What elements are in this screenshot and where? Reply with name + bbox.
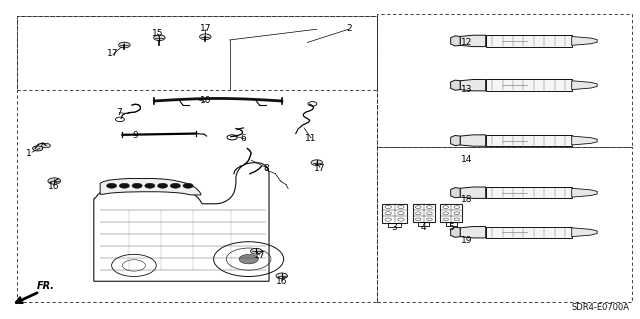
Text: 15: 15 xyxy=(152,28,163,38)
Bar xyxy=(378,147,632,302)
Polygon shape xyxy=(460,187,486,198)
Text: 7: 7 xyxy=(116,108,122,116)
Circle shape xyxy=(145,183,155,188)
Bar xyxy=(17,16,378,302)
Text: 6: 6 xyxy=(241,134,246,144)
Polygon shape xyxy=(460,79,486,91)
Circle shape xyxy=(132,183,142,188)
Text: 17: 17 xyxy=(253,251,265,260)
Circle shape xyxy=(119,183,129,188)
Bar xyxy=(382,204,407,223)
Circle shape xyxy=(157,183,168,188)
Polygon shape xyxy=(460,35,486,47)
Text: 12: 12 xyxy=(461,38,472,47)
Bar xyxy=(486,226,572,238)
Polygon shape xyxy=(460,226,486,238)
Circle shape xyxy=(154,35,165,41)
Text: 16: 16 xyxy=(276,277,287,286)
Text: SDR4-E0700A: SDR4-E0700A xyxy=(571,303,629,312)
Circle shape xyxy=(250,249,262,254)
Text: 13: 13 xyxy=(461,85,472,94)
Circle shape xyxy=(276,273,287,279)
Polygon shape xyxy=(451,80,460,90)
Text: 18: 18 xyxy=(461,195,472,204)
Text: 19: 19 xyxy=(461,236,472,245)
Text: 17: 17 xyxy=(107,49,118,58)
Circle shape xyxy=(200,34,211,40)
Bar xyxy=(378,14,632,147)
Text: 2: 2 xyxy=(346,24,351,33)
Polygon shape xyxy=(451,36,460,46)
Polygon shape xyxy=(451,227,460,237)
Bar xyxy=(486,79,572,91)
Circle shape xyxy=(33,146,43,151)
Polygon shape xyxy=(572,228,597,237)
Text: 10: 10 xyxy=(200,97,211,106)
Bar xyxy=(486,35,572,47)
Polygon shape xyxy=(572,136,597,145)
Polygon shape xyxy=(451,188,460,198)
Bar xyxy=(486,135,572,146)
Circle shape xyxy=(106,183,116,188)
Text: 5: 5 xyxy=(449,223,454,232)
Circle shape xyxy=(183,183,193,188)
Text: 17: 17 xyxy=(200,24,211,33)
Polygon shape xyxy=(572,36,597,45)
Bar xyxy=(17,16,378,90)
Text: 4: 4 xyxy=(421,223,427,232)
Circle shape xyxy=(239,254,258,264)
Circle shape xyxy=(42,143,51,148)
Polygon shape xyxy=(451,136,460,145)
Bar xyxy=(486,187,572,198)
Bar xyxy=(388,223,401,226)
Circle shape xyxy=(48,178,61,184)
Text: 14: 14 xyxy=(461,155,472,164)
Circle shape xyxy=(311,160,323,166)
Text: 9: 9 xyxy=(132,131,138,140)
Polygon shape xyxy=(572,81,597,90)
Polygon shape xyxy=(100,178,201,195)
Bar xyxy=(440,204,463,222)
Text: FR.: FR. xyxy=(36,281,54,291)
Bar xyxy=(419,222,429,226)
Text: 3: 3 xyxy=(392,223,397,232)
Bar xyxy=(445,222,457,226)
Text: 16: 16 xyxy=(48,182,60,191)
Circle shape xyxy=(118,42,130,48)
Circle shape xyxy=(170,183,180,188)
Text: 8: 8 xyxy=(263,165,269,174)
Text: 1: 1 xyxy=(26,149,31,158)
Polygon shape xyxy=(460,135,486,146)
Bar xyxy=(413,204,435,222)
Text: 17: 17 xyxy=(314,165,326,174)
Polygon shape xyxy=(572,188,597,197)
Text: 11: 11 xyxy=(305,134,316,144)
